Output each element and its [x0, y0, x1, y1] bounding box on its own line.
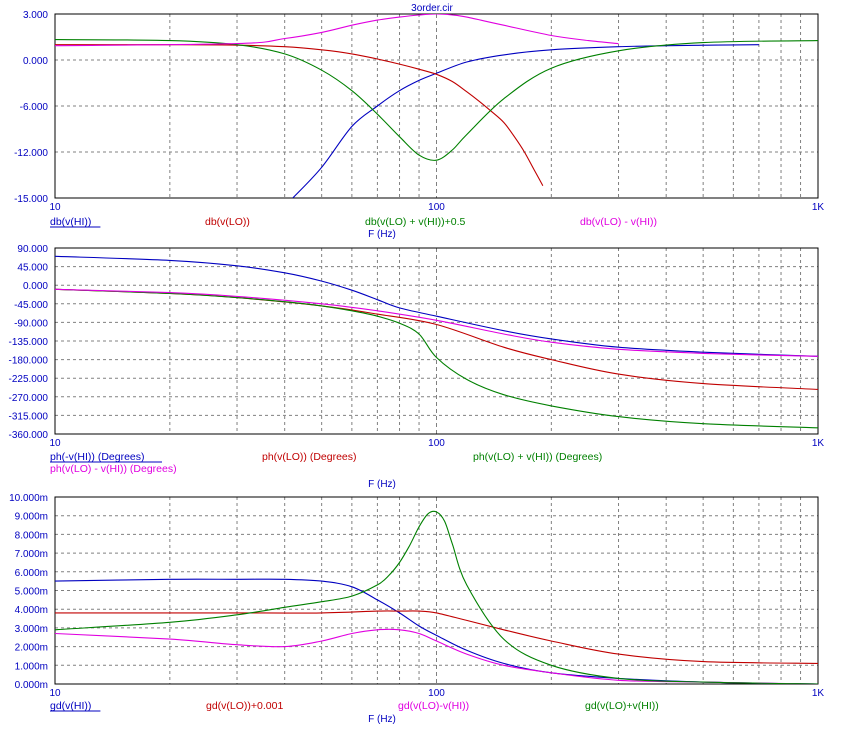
x-tick-label: 10 — [49, 438, 61, 449]
y-tick-label: 2.000m — [15, 643, 48, 654]
series-line-2 — [55, 44, 544, 186]
y-tick-label: -15.000 — [14, 194, 48, 205]
x-tick-label: 10 — [49, 202, 61, 213]
y-tick-label: 90.000 — [17, 244, 48, 255]
series-line-1 — [292, 44, 759, 198]
y-tick-label: 0.000 — [23, 281, 48, 292]
legend-entry: db(v(LO)) — [205, 216, 250, 228]
x-tick-label: 100 — [428, 438, 445, 449]
x-axis-label: F (Hz) — [368, 479, 396, 490]
y-tick-label: 1.000m — [15, 661, 48, 672]
y-tick-label: -225.000 — [9, 374, 49, 385]
series-line-3 — [55, 288, 818, 429]
series-line-3 — [55, 39, 818, 161]
y-tick-label: 0.000m — [15, 680, 48, 691]
y-tick-label: 5.000m — [15, 587, 48, 598]
y-tick-label: 0.000 — [23, 56, 48, 67]
y-tick-label: -12.000 — [14, 148, 48, 159]
x-axis-label: F (Hz) — [368, 229, 396, 240]
legend-entry: ph(v(LO) + v(HI)) (Degrees) — [473, 451, 602, 463]
series-line-2 — [55, 610, 818, 664]
legend-entry: ph(v(LO) - v(HI)) (Degrees) — [50, 463, 177, 475]
y-tick-label: -315.000 — [9, 411, 49, 422]
legend-entry: db(v(LO) + v(HI))+0.5 — [365, 216, 466, 228]
legend-entry: gd(v(HI)) — [50, 700, 91, 712]
y-tick-label: -360.000 — [9, 430, 49, 441]
y-tick-label: -90.000 — [14, 318, 48, 329]
x-tick-label: 1K — [812, 438, 825, 449]
x-axis-label: F (Hz) — [368, 714, 396, 725]
y-tick-label: -180.000 — [9, 356, 49, 367]
series-line-4 — [55, 14, 619, 47]
legend-entry: gd(v(LO)-v(HI)) — [398, 700, 469, 712]
y-tick-label: 10.000m — [9, 493, 48, 504]
x-tick-label: 1K — [812, 688, 825, 699]
y-tick-label: -45.000 — [14, 300, 48, 311]
x-tick-label: 100 — [428, 688, 445, 699]
plot-frame — [54, 247, 819, 435]
y-tick-label: -135.000 — [9, 337, 49, 348]
legend-entry: gd(v(LO))+0.001 — [206, 700, 283, 712]
chart-title: 3order.cir — [411, 3, 453, 14]
legend-entry: db(v(LO) - v(HI)) — [580, 216, 657, 228]
x-tick-label: 1K — [812, 202, 825, 213]
y-tick-label: -270.000 — [9, 393, 49, 404]
y-tick-label: 7.000m — [15, 549, 48, 560]
plot-panel-2: 90.000 45.000 0.000 -45.000 -90.000 -135.000 -… — [9, 244, 825, 490]
y-tick-label: 45.000 — [17, 263, 48, 274]
y-tick-label: 6.000m — [15, 568, 48, 579]
series-line-4 — [55, 510, 818, 684]
y-tick-label: -6.000 — [20, 102, 49, 113]
y-tick-label: 3.000 — [23, 10, 48, 21]
plot-panel-3: 10.000m 9.000m 8.000m 7.000m 6.000m 5.000m 4.0… — [9, 493, 824, 725]
y-tick-label: 4.000m — [15, 605, 48, 616]
legend-entry: gd(v(LO)+v(HI)) — [585, 700, 659, 712]
legend-entry: ph(-v(HI)) (Degrees) — [50, 451, 145, 463]
x-tick-label: 10 — [49, 688, 61, 699]
legend-entry: db(v(HI)) — [50, 216, 91, 228]
legend-entry: ph(v(LO)) (Degrees) — [262, 451, 357, 463]
y-tick-label: 9.000m — [15, 512, 48, 523]
y-tick-label: 3.000m — [15, 624, 48, 635]
series-line-4 — [55, 288, 818, 357]
series-line-1 — [55, 255, 818, 357]
x-tick-label: 100 — [428, 202, 445, 213]
plot-frame — [54, 496, 819, 685]
y-tick-label: 8.000m — [15, 530, 48, 541]
series-line-3 — [55, 628, 818, 684]
